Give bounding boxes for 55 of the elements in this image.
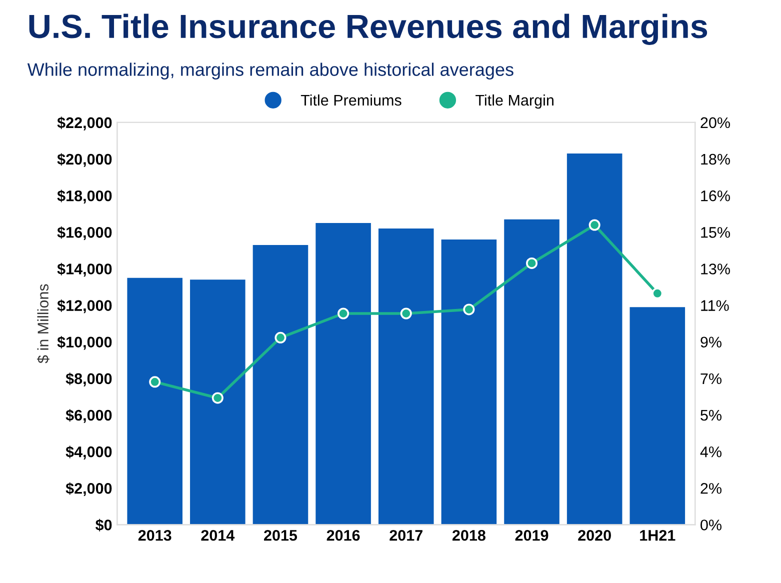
bar [127,278,182,525]
x-tick-label: 2013 [138,530,172,541]
y-axis-title: $ in Millions [37,284,50,364]
y2-tick-label: 2% [700,483,722,494]
point [149,376,161,388]
y2-tick-label: 18% [701,154,730,165]
y2-tick-label: 15% [701,227,730,238]
y-tick-label: $6,000 [66,409,112,423]
y-tick-label: $8,000 [66,372,112,386]
bar [378,228,434,525]
point [400,308,412,320]
point [526,257,538,269]
bar [630,307,686,525]
y-tick-label: $2,000 [66,482,112,496]
bar [566,154,622,525]
point [463,304,475,316]
x-tick-label: 2017 [390,530,422,541]
y2-tick-label: 13% [701,264,730,274]
y-tick-label: $16,000 [57,226,112,240]
chart-subtitle: While normalizing, margins remain above historical averages [27,62,514,80]
y-tick-label: $22,000 [57,116,112,130]
x-tick-label: 2014 [201,530,235,541]
bar [441,239,497,525]
point [338,308,350,320]
y-tick-label: $0 [96,518,112,532]
x-tick-label: 2016 [326,530,360,541]
legend-label: Title Premiums [300,94,402,106]
y2-tick-label: 11% [701,300,729,311]
chart-title: U.S. Title Insurance Revenues and Margins [29,14,708,45]
y-tick-label: $14,000 [57,262,112,277]
bar [252,244,308,525]
y-tick-label: $4,000 [66,446,112,460]
y-tick-label: $12,000 [57,299,112,314]
bar [316,222,371,525]
y2-tick-label: 0% [700,520,722,530]
y2-tick-label: 20% [700,117,730,128]
bar [190,280,246,525]
x-tick-label: 1H21 [640,530,676,541]
x-tick-label: 2015 [264,530,298,541]
y-tick-label: $20,000 [57,153,112,167]
x-tick-label: 2020 [578,530,611,541]
bar [504,219,560,525]
y-tick-label: $10,000 [57,336,112,350]
y2-tick-label: 9% [700,336,722,348]
y2-tick-label: 4% [700,446,722,458]
legend-label: Title Margin [476,94,554,109]
y2-tick-label: 16% [701,190,730,202]
y-tick-label: $18,000 [57,190,112,204]
point [274,332,286,344]
point [588,219,600,231]
y2-tick-label: 7% [700,373,722,384]
x-tick-label: 2019 [515,530,548,541]
y2-tick-label: 5% [700,410,722,421]
x-tick-label: 2018 [452,530,486,541]
point [212,392,224,404]
